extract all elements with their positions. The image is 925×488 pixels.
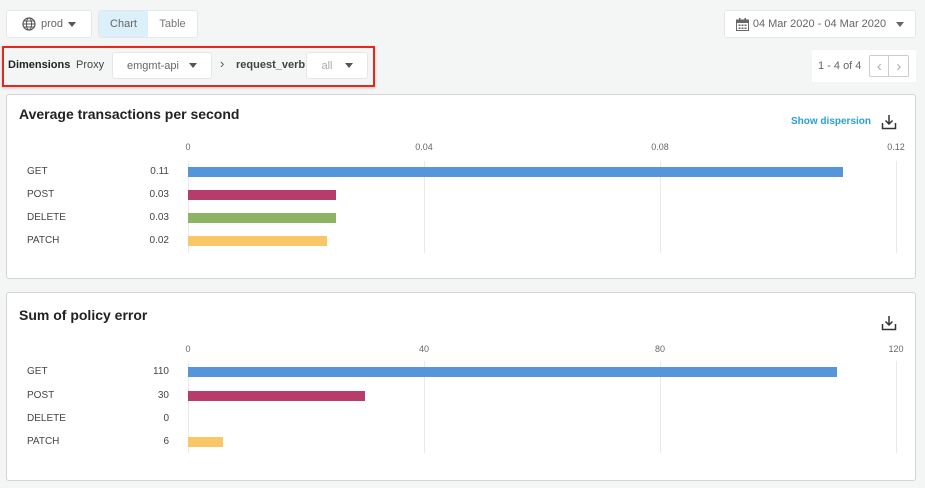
chart-card-policy-error: Sum of policy error 0 40 80 120 GET 110 POST 30… [6, 292, 916, 481]
download-icon[interactable] [881, 114, 897, 130]
date-range-value: 04 Mar 2020 - 04 Mar 2020 [752, 18, 887, 30]
tick-label: 0.08 [651, 142, 669, 152]
proxy-dropdown[interactable]: emgmt-api [112, 52, 212, 79]
environment-dropdown[interactable]: prod [6, 10, 92, 38]
chart-card-avg-tps: Average transactions per second Show dis… [6, 94, 916, 279]
chevron-down-icon [68, 21, 77, 27]
bar-get[interactable] [188, 167, 843, 177]
calendar-icon [735, 17, 749, 31]
tick-label: 0.04 [415, 142, 433, 152]
pagination: 1 - 4 of 4 ‹ › [812, 50, 916, 82]
category-label: DELETE [27, 212, 66, 223]
request-verb-value: all [321, 59, 333, 72]
tick-label: 40 [418, 344, 430, 354]
value-label: 0.11 [150, 166, 169, 177]
category-label: POST [27, 390, 55, 401]
chevron-right-icon: › [220, 56, 225, 71]
value-label: 30 [157, 390, 169, 401]
tab-chart[interactable]: Chart [99, 11, 148, 37]
category-label: PATCH [27, 235, 60, 246]
bar-post[interactable] [188, 190, 336, 200]
tick-label: 120 [888, 344, 904, 354]
gridline [896, 361, 897, 453]
dimensions-label: Dimensions [8, 59, 71, 71]
gridline [660, 361, 661, 453]
bar-delete[interactable] [188, 213, 336, 223]
chevron-down-icon [344, 63, 353, 68]
bar-patch[interactable] [188, 437, 224, 447]
tab-chart-label: Chart [110, 18, 137, 30]
bar-chart: 0 0.04 0.08 0.12 GET 0.11 POST 0.03 DELETE 0.03 PA… [7, 95, 915, 278]
category-label: GET [27, 366, 48, 377]
category-label: PATCH [27, 436, 60, 447]
category-label: GET [27, 166, 48, 177]
tick-label: 0 [185, 344, 191, 354]
tab-table[interactable]: Table [148, 11, 197, 37]
value-label: 6 [163, 436, 169, 447]
value-label: 0.03 [149, 212, 169, 223]
gridline [660, 161, 661, 253]
proxy-value: emgmt-api [127, 59, 179, 72]
tick-label: 0 [185, 142, 191, 152]
view-toggle: Chart Table [98, 10, 198, 38]
globe-icon [22, 17, 36, 31]
value-label: 0 [163, 413, 169, 424]
bar-chart: 0 40 80 120 GET 110 POST 30 DELETE 0 PATCH 6 [7, 293, 915, 480]
category-label: POST [27, 189, 55, 200]
bar-get[interactable] [188, 367, 837, 377]
bar-post[interactable] [188, 391, 365, 401]
tick-label: 80 [654, 344, 666, 354]
request-verb-dropdown[interactable]: all [306, 52, 368, 79]
gridline [188, 161, 189, 253]
sub-dimension-label: request_verb [236, 59, 306, 71]
bar-patch[interactable] [188, 236, 327, 246]
gridline [188, 361, 189, 453]
next-page-button[interactable]: › [896, 57, 902, 75]
tick-label: 0.12 [887, 142, 905, 152]
pagination-text: 1 - 4 of 4 [818, 60, 862, 72]
gridline [896, 161, 897, 253]
chevron-down-icon [188, 63, 197, 68]
tab-table-label: Table [159, 18, 186, 30]
chevron-down-icon [896, 21, 905, 27]
value-label: 0.03 [149, 189, 169, 200]
chart-title: Sum of policy error [19, 307, 148, 323]
gridline [424, 361, 425, 453]
download-icon[interactable] [881, 315, 897, 331]
gridline [424, 161, 425, 253]
chart-title: Average transactions per second [19, 106, 240, 122]
value-label: 0.02 [149, 235, 169, 246]
previous-page-button[interactable]: ‹ [870, 56, 890, 76]
date-range-picker[interactable]: 04 Mar 2020 - 04 Mar 2020 [724, 10, 916, 38]
value-label: 110 [153, 366, 169, 377]
dimensions-bar: Dimensions Proxy emgmt-api › request_ver… [2, 46, 375, 87]
proxy-label: Proxy [76, 59, 105, 71]
category-label: DELETE [27, 413, 66, 424]
show-dispersion-link[interactable]: Show dispersion [790, 116, 871, 127]
environment-value: prod [40, 18, 64, 30]
